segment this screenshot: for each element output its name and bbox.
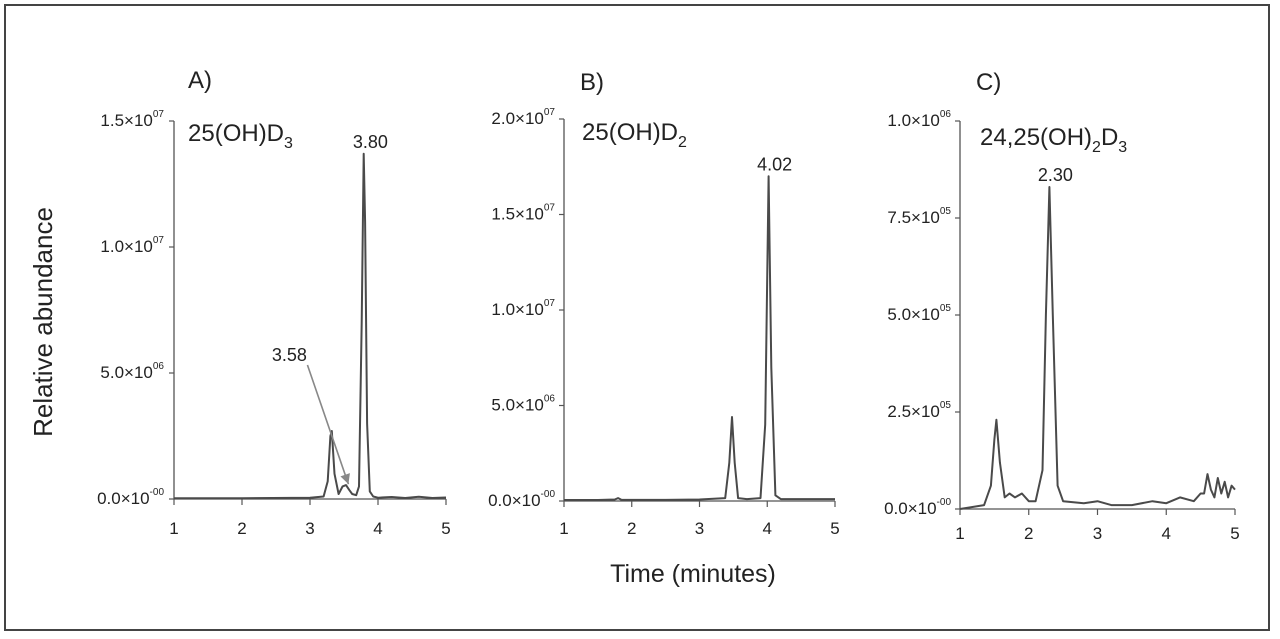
- y-tick-exponent: 05: [940, 206, 952, 217]
- y-tick-exponent: 06: [544, 394, 556, 405]
- x-tick-label: 1: [955, 524, 964, 543]
- x-tick-label: 5: [1230, 524, 1239, 543]
- y-tick-exponent: 07: [544, 203, 556, 214]
- x-tick-label: 3: [695, 519, 704, 538]
- x-tick-label: 1: [169, 519, 178, 538]
- y-tick-exponent: 07: [153, 235, 165, 246]
- x-tick-label: 3: [305, 519, 314, 538]
- y-tick-exponent: 05: [940, 400, 952, 411]
- y-tick-exponent: 06: [940, 109, 952, 120]
- y-tick-label: 2.5×1005: [887, 400, 951, 421]
- peak-label: 3.58: [272, 345, 307, 365]
- x-tick-label: 5: [830, 519, 839, 538]
- y-tick-label: 0.0×10-00: [488, 489, 555, 510]
- y-tick-label: 0.0×10-00: [884, 497, 951, 518]
- chromatogram-figure: Relative abundance Time (minutes) 0.0×10…: [28, 67, 1240, 588]
- peak-label: 2.30: [1038, 165, 1073, 185]
- y-tick-exponent: -00: [937, 497, 952, 508]
- x-tick-label: 4: [763, 519, 772, 538]
- x-tick-label: 2: [237, 519, 246, 538]
- panel-2: 0.0×10-00 5.0×1006 1.0×1007 1.5×1007 2.0×100…: [488, 69, 840, 538]
- y-tick-label: 1.0×1007: [491, 298, 555, 319]
- y-tick-label: 1.0×1006: [887, 109, 951, 130]
- y-tick-label: 2.0×1007: [491, 107, 555, 128]
- y-tick-label: 5.0×1006: [100, 361, 164, 382]
- y-tick-label: 1.0×1007: [100, 235, 164, 256]
- x-tick-label: 3: [1093, 524, 1102, 543]
- x-tick-label: 1: [559, 519, 568, 538]
- figure-frame: Relative abundance Time (minutes) 0.0×10…: [4, 4, 1270, 631]
- analyte-title: 24,25(OH)2D3: [980, 124, 1127, 156]
- x-tick-label: 2: [1024, 524, 1033, 543]
- analyte-title: 25(OH)D3: [188, 120, 293, 152]
- title-subscript: 2: [678, 134, 687, 151]
- panel-label: A): [188, 67, 212, 94]
- y-tick-label: 0.0×10-00: [97, 487, 164, 508]
- y-tick-exponent: 06: [153, 361, 165, 372]
- title-subscript: 2: [1092, 139, 1101, 156]
- analyte-title: 25(OH)D2: [582, 119, 687, 151]
- y-tick-label: 1.5×1007: [100, 109, 164, 130]
- title-continuation: D: [1101, 124, 1118, 151]
- y-tick-label: 5.0×1005: [887, 303, 951, 324]
- x-tick-label: 5: [441, 519, 450, 538]
- panel-label: C): [976, 69, 1001, 96]
- y-tick-label: 7.5×1005: [887, 206, 951, 227]
- y-tick-exponent: 07: [544, 298, 556, 309]
- peak-arrow-line: [306, 364, 350, 485]
- panel-3: 0.0×10-00 2.5×1005 5.0×1005 7.5×1005 1.0×100…: [884, 69, 1240, 543]
- chromatogram-trace: [174, 152, 447, 500]
- x-tick-label: 4: [1162, 524, 1171, 543]
- panel-1: 0.0×10-00 5.0×1006 1.0×1007 1.5×1007 1 2 3 4 5 A)…: [97, 67, 451, 538]
- peak-label: 4.02: [757, 154, 792, 174]
- y-tick-exponent: -00: [541, 489, 556, 500]
- y-axis-label: Relative abundance: [28, 207, 58, 437]
- chromatogram-trace: [564, 175, 835, 501]
- y-tick-exponent: -00: [150, 487, 165, 498]
- y-tick-exponent: 07: [544, 107, 556, 118]
- title-subscript: 3: [1118, 139, 1127, 156]
- chromatogram-trace: [959, 186, 1236, 510]
- x-axis-label: Time (minutes): [610, 560, 776, 588]
- peak-arrow-head: [340, 473, 350, 485]
- y-tick-exponent: 05: [940, 303, 952, 314]
- peak-label: 3.80: [353, 132, 388, 152]
- x-tick-label: 4: [373, 519, 382, 538]
- x-tick-label: 2: [627, 519, 636, 538]
- y-tick-label: 5.0×1006: [491, 394, 555, 415]
- title-subscript: 3: [284, 135, 293, 152]
- panel-label: B): [580, 69, 604, 96]
- y-tick-label: 1.5×1007: [491, 203, 555, 224]
- y-tick-exponent: 07: [153, 109, 165, 120]
